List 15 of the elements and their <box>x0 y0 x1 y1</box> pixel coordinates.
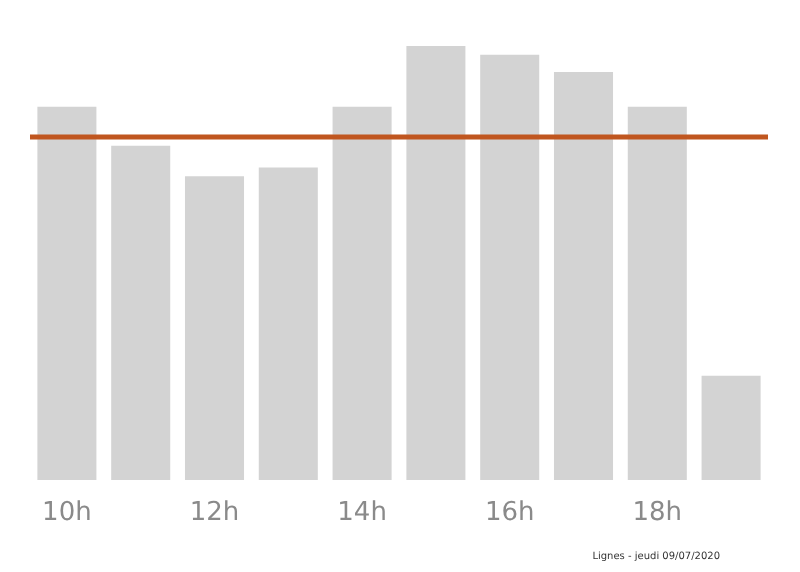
bar <box>37 106 97 480</box>
bar <box>627 106 687 480</box>
bar <box>480 54 540 480</box>
x-tick-label: 12h <box>189 498 240 528</box>
bar <box>406 46 466 480</box>
x-tick-label: 14h <box>337 498 387 528</box>
bar <box>258 167 318 480</box>
bar <box>553 72 614 480</box>
bar <box>701 375 761 480</box>
bar <box>184 176 245 480</box>
x-tick-label: 10h <box>42 498 92 528</box>
x-tick-label: 18h <box>632 498 683 528</box>
bar <box>111 145 171 480</box>
bar <box>332 106 392 480</box>
x-tick-label: 16h <box>484 498 535 528</box>
